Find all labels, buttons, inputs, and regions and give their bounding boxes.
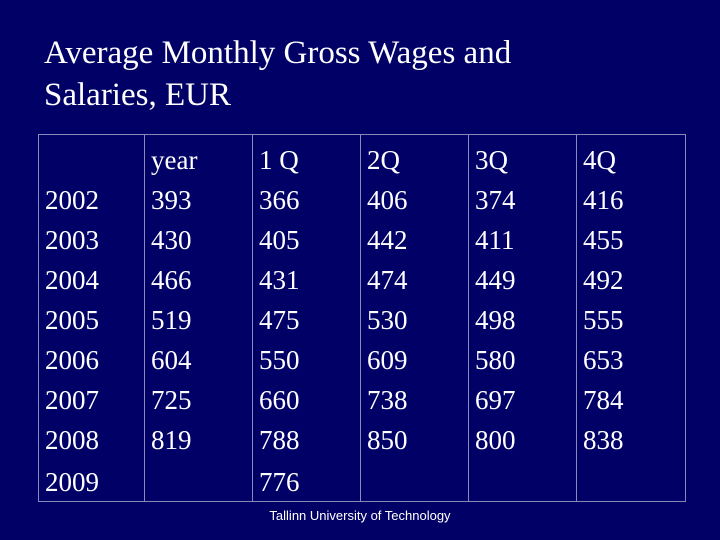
table-cell: 498 bbox=[468, 299, 577, 339]
table-cell: 838 bbox=[576, 419, 686, 459]
table-cell: 800 bbox=[468, 419, 577, 459]
table-cell: 2003 bbox=[38, 219, 145, 259]
table-row: 2005 519 475 530 498 555 bbox=[38, 299, 686, 339]
table-cell: 609 bbox=[360, 339, 469, 379]
table-cell: 411 bbox=[468, 219, 577, 259]
table-cell: 697 bbox=[468, 379, 577, 419]
table-row: 2006 604 550 609 580 653 bbox=[38, 339, 686, 379]
table-cell bbox=[360, 459, 469, 502]
table-cell: 2006 bbox=[38, 339, 145, 379]
table-cell: 449 bbox=[468, 259, 577, 299]
table-cell: 738 bbox=[360, 379, 469, 419]
table-cell: 784 bbox=[576, 379, 686, 419]
table-cell: 374 bbox=[468, 179, 577, 219]
table-cell: 492 bbox=[576, 259, 686, 299]
table-cell bbox=[144, 459, 253, 502]
table-cell bbox=[468, 459, 577, 502]
page-title: Average Monthly Gross Wages and Salaries… bbox=[44, 32, 664, 116]
table-row: 2008 819 788 850 800 838 bbox=[38, 419, 686, 459]
table-cell: 405 bbox=[252, 219, 361, 259]
table-row: 2009 776 bbox=[38, 459, 686, 502]
title-line-2: Salaries, EUR bbox=[44, 77, 231, 113]
table-cell: 2008 bbox=[38, 419, 145, 459]
table-cell: 788 bbox=[252, 419, 361, 459]
table-cell: 431 bbox=[252, 259, 361, 299]
header-cell: 3Q bbox=[468, 134, 577, 179]
table-cell: 555 bbox=[576, 299, 686, 339]
header-cell bbox=[38, 134, 145, 179]
table-cell: 406 bbox=[360, 179, 469, 219]
table-cell: 850 bbox=[360, 419, 469, 459]
table-cell: 776 bbox=[252, 459, 361, 502]
footer-text: Tallinn University of Technology bbox=[269, 508, 451, 523]
table-cell: 2007 bbox=[38, 379, 145, 419]
table-cell: 550 bbox=[252, 339, 361, 379]
table-cell: 442 bbox=[360, 219, 469, 259]
table-cell: 725 bbox=[144, 379, 253, 419]
table-cell: 474 bbox=[360, 259, 469, 299]
table-cell: 660 bbox=[252, 379, 361, 419]
table-cell: 2009 bbox=[38, 459, 145, 502]
table-cell: 2005 bbox=[38, 299, 145, 339]
table-cell: 604 bbox=[144, 339, 253, 379]
header-cell: 2Q bbox=[360, 134, 469, 179]
table-cell: 366 bbox=[252, 179, 361, 219]
table-row: 2003 430 405 442 411 455 bbox=[38, 219, 686, 259]
header-cell: year bbox=[144, 134, 253, 179]
table-cell: 530 bbox=[360, 299, 469, 339]
table-cell: 455 bbox=[576, 219, 686, 259]
table-row: 2002 393 366 406 374 416 bbox=[38, 179, 686, 219]
table-cell: 416 bbox=[576, 179, 686, 219]
table-row: 2004 466 431 474 449 492 bbox=[38, 259, 686, 299]
table-cell: 580 bbox=[468, 339, 577, 379]
table-cell: 819 bbox=[144, 419, 253, 459]
table-cell bbox=[576, 459, 686, 502]
table-cell: 430 bbox=[144, 219, 253, 259]
table-cell: 475 bbox=[252, 299, 361, 339]
header-cell: 1 Q bbox=[252, 134, 361, 179]
table-cell: 653 bbox=[576, 339, 686, 379]
table-cell: 393 bbox=[144, 179, 253, 219]
table-cell: 2004 bbox=[38, 259, 145, 299]
header-cell: 4Q bbox=[576, 134, 686, 179]
title-line-1: Average Monthly Gross Wages and bbox=[44, 35, 512, 71]
wages-table: year 1 Q 2Q 3Q 4Q 2002 393 366 406 374 4… bbox=[38, 134, 686, 502]
table-cell: 2002 bbox=[38, 179, 145, 219]
table-row: 2007 725 660 738 697 784 bbox=[38, 379, 686, 419]
table-cell: 519 bbox=[144, 299, 253, 339]
table-cell: 466 bbox=[144, 259, 253, 299]
table-header-row: year 1 Q 2Q 3Q 4Q bbox=[38, 134, 686, 179]
